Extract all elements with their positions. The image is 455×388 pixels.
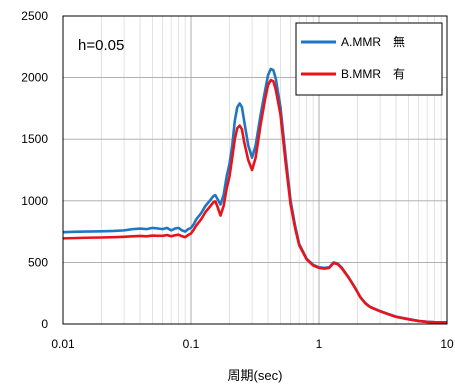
series-lines (62, 67, 448, 324)
legend-entry: B.MMR 有 (341, 67, 405, 81)
y-tick-labels: 0 500 1000 1500 2000 2500 (21, 9, 48, 331)
legend: A.MMR 無 B.MMR 有 (295, 22, 443, 96)
x-tick-label: 1 (316, 337, 323, 351)
y-tick-label: 2500 (21, 9, 48, 23)
series-line-a-mmr (62, 67, 448, 324)
x-tick-label: 0.01 (51, 337, 75, 351)
plot-area-border (62, 15, 448, 325)
y-tick-label: 1000 (21, 194, 48, 208)
series-line-b-mmr (62, 78, 448, 324)
y-tick-label: 500 (28, 255, 48, 269)
y-tick-label: 1500 (21, 132, 48, 146)
legend-box (295, 22, 443, 96)
x-tick-label: 10 (440, 337, 454, 351)
x-tick-label: 0.1 (183, 337, 200, 351)
y-tick-label: 2000 (21, 71, 48, 85)
damping-annotation: h=0.05 (78, 37, 124, 54)
x-axis-label: 周期(sec) (228, 368, 283, 383)
legend-entry: A.MMR 無 (341, 34, 405, 49)
y-tick-label: 0 (41, 317, 48, 331)
x-tick-labels: 0.01 0.1 1 10 (51, 337, 454, 351)
